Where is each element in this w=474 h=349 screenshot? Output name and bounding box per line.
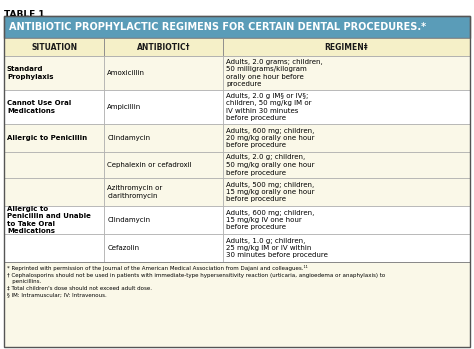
Bar: [4, 178, 104, 206]
Bar: [104, 152, 223, 178]
Bar: [223, 38, 470, 56]
Bar: [4, 16, 470, 38]
Text: Adults, 600 mg; children,
20 mg/kg orally one hour
before procedure: Adults, 600 mg; children, 20 mg/kg orall…: [226, 127, 315, 149]
Text: Adults, 2.0 grams; children,
50 milligrams/kilogram
orally one hour before
proce: Adults, 2.0 grams; children, 50 milligra…: [226, 59, 323, 87]
Bar: [4, 38, 104, 56]
Text: Adults, 1.0 g; children,
25 mg/kg IM or IV within
30 minutes before procedure: Adults, 1.0 g; children, 25 mg/kg IM or …: [226, 238, 328, 259]
Text: Cannot Use Oral
Medications: Cannot Use Oral Medications: [7, 100, 71, 114]
Text: Standard
Prophylaxis: Standard Prophylaxis: [7, 66, 54, 80]
Bar: [4, 124, 104, 152]
Bar: [4, 90, 104, 124]
Bar: [223, 152, 470, 178]
Bar: [104, 206, 223, 234]
Text: Clindamycin: Clindamycin: [107, 217, 150, 223]
Bar: [4, 234, 104, 262]
Text: Amoxicillin: Amoxicillin: [107, 70, 145, 76]
Bar: [104, 178, 223, 206]
Text: * Reprinted with permission of the Journal of the American Medical Association f: * Reprinted with permission of the Journ…: [7, 265, 385, 297]
Text: SITUATION: SITUATION: [31, 43, 77, 52]
Text: Clindamycin: Clindamycin: [107, 135, 150, 141]
Bar: [104, 234, 223, 262]
Text: ANTIBIOTIC PROPHYLACTIC REGIMENS FOR CERTAIN DENTAL PROCEDURES.*: ANTIBIOTIC PROPHYLACTIC REGIMENS FOR CER…: [9, 22, 426, 32]
Text: Adults, 500 mg; children,
15 mg/kg orally one hour
before procedure: Adults, 500 mg; children, 15 mg/kg orall…: [226, 181, 315, 202]
Bar: [4, 152, 104, 178]
Text: TABLE 1: TABLE 1: [4, 10, 45, 19]
Text: Adults, 2.0 g IM§ or IV§;
children, 50 mg/kg IM or
IV within 30 minutes
before p: Adults, 2.0 g IM§ or IV§; children, 50 m…: [226, 93, 311, 121]
Bar: [223, 178, 470, 206]
Bar: [223, 234, 470, 262]
Bar: [4, 206, 104, 234]
Text: Allergic to
Penicillin and Unable
to Take Oral
Medications: Allergic to Penicillin and Unable to Tak…: [7, 206, 91, 234]
Text: Allergic to Penicillin: Allergic to Penicillin: [7, 135, 87, 141]
Text: Cephalexin or cefadroxil: Cephalexin or cefadroxil: [107, 162, 192, 168]
Bar: [4, 56, 104, 90]
Text: Adults, 600 mg; children,
15 mg/kg IV one hour
before procedure: Adults, 600 mg; children, 15 mg/kg IV on…: [226, 209, 314, 230]
Bar: [223, 206, 470, 234]
Bar: [4, 262, 470, 347]
Text: Azithromycin or
clarithromycin: Azithromycin or clarithromycin: [107, 185, 163, 199]
Text: REGIMEN‡: REGIMEN‡: [325, 43, 368, 52]
Bar: [223, 90, 470, 124]
Text: Ampicillin: Ampicillin: [107, 104, 141, 110]
Text: ANTIBIOTIC†: ANTIBIOTIC†: [137, 43, 191, 52]
Bar: [104, 38, 223, 56]
Bar: [104, 90, 223, 124]
Bar: [104, 124, 223, 152]
Bar: [104, 56, 223, 90]
Text: Adults, 2.0 g; children,
50 mg/kg orally one hour
before procedure: Adults, 2.0 g; children, 50 mg/kg orally…: [226, 155, 315, 176]
Text: Cefazolin: Cefazolin: [107, 245, 139, 251]
Bar: [223, 124, 470, 152]
Bar: [223, 56, 470, 90]
